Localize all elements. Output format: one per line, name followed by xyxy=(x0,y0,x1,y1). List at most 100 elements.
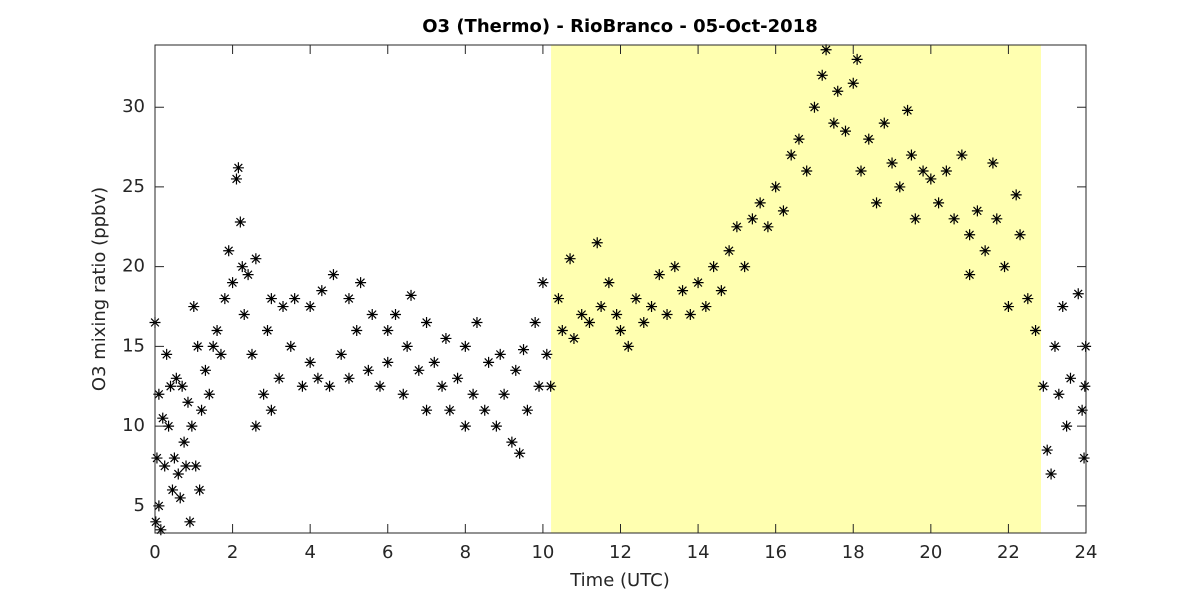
data-point xyxy=(638,316,650,328)
data-point xyxy=(902,104,914,116)
data-point xyxy=(1045,468,1057,480)
data-point xyxy=(335,348,347,360)
data-point xyxy=(708,261,720,273)
data-point xyxy=(413,364,425,376)
data-point xyxy=(494,348,506,360)
data-point xyxy=(556,324,568,336)
x-tick-label: 16 xyxy=(764,542,787,563)
data-point xyxy=(1072,288,1084,300)
data-point xyxy=(816,69,828,81)
data-point xyxy=(192,340,204,352)
data-point xyxy=(832,85,844,97)
data-point xyxy=(250,253,262,265)
data-point xyxy=(564,253,576,265)
data-point xyxy=(236,261,248,273)
data-point xyxy=(622,340,634,352)
data-point xyxy=(168,452,180,464)
data-point xyxy=(715,285,727,297)
data-point xyxy=(770,181,782,193)
data-point xyxy=(583,316,595,328)
data-point xyxy=(684,309,696,321)
data-point xyxy=(646,301,658,313)
data-point xyxy=(1078,452,1090,464)
data-point xyxy=(917,165,929,177)
data-point xyxy=(746,213,758,225)
data-point xyxy=(777,205,789,217)
data-point xyxy=(871,197,883,209)
data-point xyxy=(219,293,231,305)
data-point xyxy=(199,364,211,376)
data-point xyxy=(196,404,208,416)
data-point xyxy=(157,412,169,424)
data-point xyxy=(232,162,244,174)
data-point xyxy=(611,309,623,321)
data-point xyxy=(351,324,363,336)
data-point xyxy=(1064,372,1076,384)
data-point xyxy=(956,149,968,161)
chart-title: O3 (Thermo) - RioBranco - 05-Oct-2018 xyxy=(422,16,818,37)
data-point xyxy=(933,197,945,209)
data-point xyxy=(390,309,402,321)
data-point xyxy=(234,216,246,228)
x-tick-label: 4 xyxy=(304,542,315,563)
data-point xyxy=(436,380,448,392)
data-point xyxy=(1030,324,1042,336)
data-point xyxy=(184,516,196,528)
shaded-region xyxy=(551,45,1042,533)
data-point xyxy=(518,344,530,356)
data-point xyxy=(150,516,162,528)
data-point xyxy=(521,404,533,416)
data-point xyxy=(428,356,440,368)
data-point xyxy=(343,372,355,384)
data-point xyxy=(159,460,171,472)
data-point xyxy=(289,293,301,305)
data-point xyxy=(397,388,409,400)
x-tick-label: 14 xyxy=(687,542,710,563)
data-point xyxy=(186,420,198,432)
data-point xyxy=(514,447,526,459)
data-point xyxy=(165,380,177,392)
data-point xyxy=(677,285,689,297)
data-point xyxy=(343,293,355,305)
data-point xyxy=(324,380,336,392)
data-point xyxy=(700,301,712,313)
data-point xyxy=(180,460,192,472)
data-point xyxy=(211,324,223,336)
y-axis-label: O3 mixing ratio (ppbv) xyxy=(89,187,110,391)
x-tick-label: 8 xyxy=(460,542,471,563)
data-point xyxy=(979,245,991,257)
y-tick-label: 5 xyxy=(134,495,145,516)
data-point xyxy=(230,173,242,185)
data-point xyxy=(925,173,937,185)
data-point xyxy=(444,404,456,416)
data-point xyxy=(151,452,163,464)
data-point xyxy=(405,289,417,301)
data-point xyxy=(312,372,324,384)
data-point xyxy=(304,356,316,368)
data-point xyxy=(1079,380,1091,392)
data-point xyxy=(265,293,277,305)
data-point xyxy=(490,420,502,432)
data-point xyxy=(479,404,491,416)
data-point xyxy=(576,309,588,321)
x-tick-label: 2 xyxy=(227,542,238,563)
data-point xyxy=(178,436,190,448)
data-point xyxy=(545,380,557,392)
data-point xyxy=(894,181,906,193)
data-point xyxy=(327,269,339,281)
data-point xyxy=(851,53,863,65)
data-point xyxy=(615,324,626,336)
data-point xyxy=(661,309,673,321)
data-point xyxy=(246,348,258,360)
data-point xyxy=(304,301,316,313)
data-point xyxy=(261,324,273,336)
data-point xyxy=(176,380,188,392)
y-tick-label: 15 xyxy=(122,335,145,356)
data-point xyxy=(238,309,250,321)
data-point xyxy=(537,277,549,289)
data-point xyxy=(285,340,297,352)
data-point xyxy=(591,237,603,249)
data-point xyxy=(471,316,483,328)
data-point xyxy=(421,404,433,416)
data-point xyxy=(227,277,239,289)
